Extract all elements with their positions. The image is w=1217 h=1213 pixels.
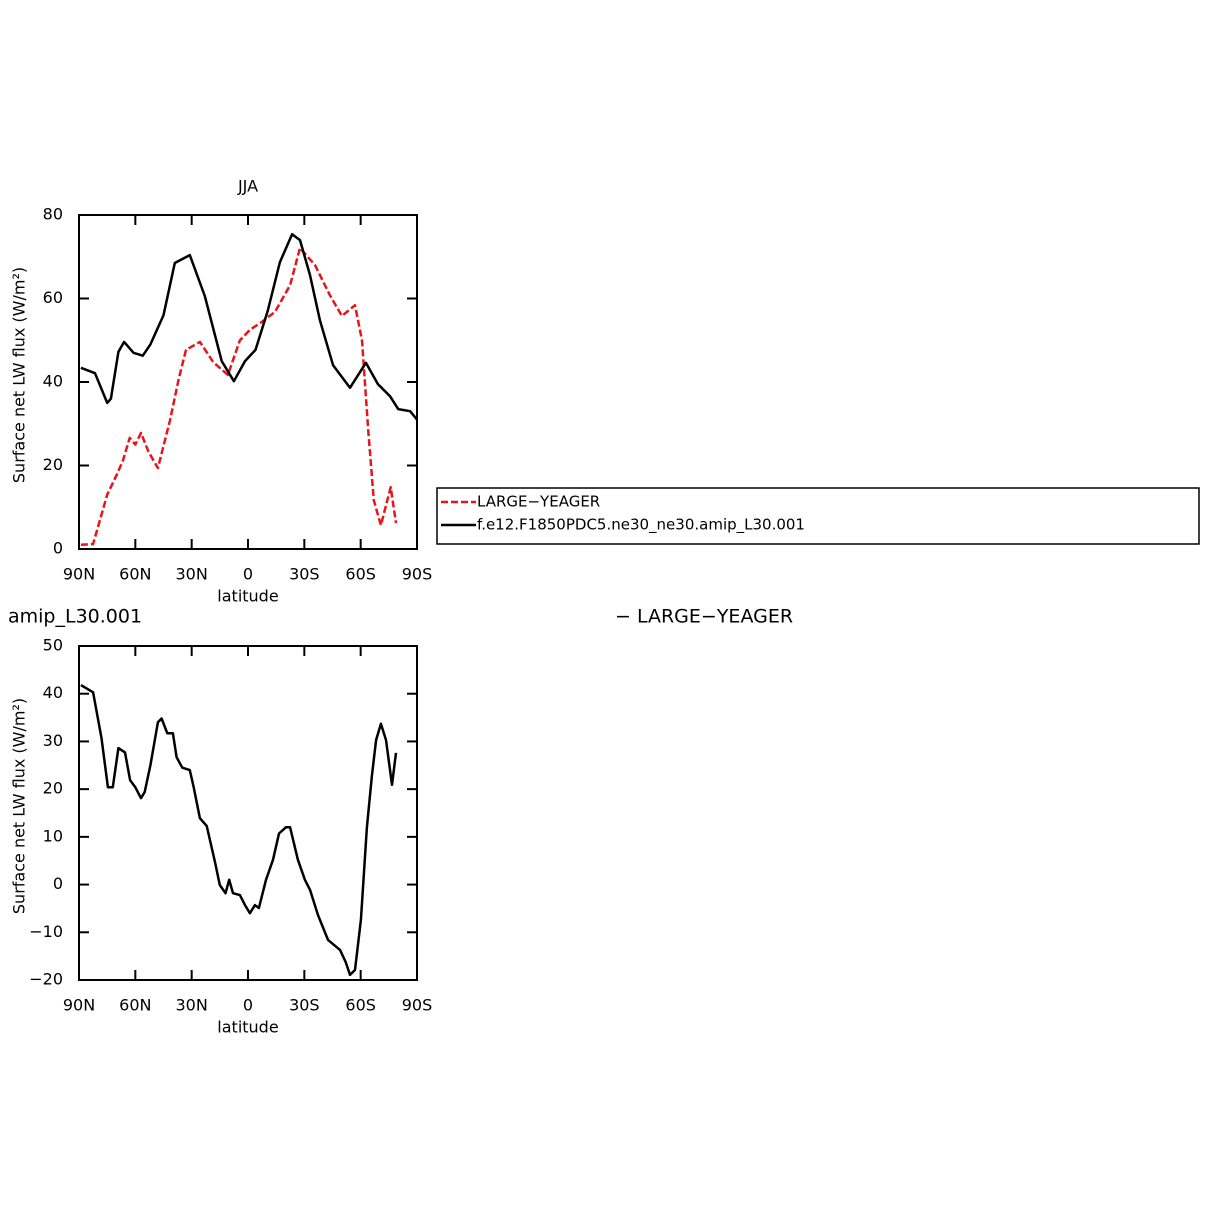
x-tick-label: 90N [63, 565, 95, 584]
plot-frame [78, 214, 418, 550]
y-axis-label: Surface net LW flux (W/m²) [10, 698, 29, 914]
x-tick-label: 90N [63, 996, 95, 1015]
x-tick-label: 30N [176, 565, 208, 584]
y-tick-label: 80 [43, 205, 63, 224]
x-tick-label: 0 [243, 996, 253, 1015]
y-tick-label: 60 [43, 288, 63, 307]
y-tick-label: 0 [53, 874, 63, 893]
x-tick-label: 90S [402, 996, 433, 1015]
plot-frame [78, 645, 418, 981]
left-title: amip_L30.001 [8, 606, 142, 628]
y-tick-label: 20 [43, 779, 63, 798]
x-tick-label: 0 [243, 565, 253, 584]
legend-box [436, 487, 1200, 545]
y-axis-label: Surface net LW flux (W/m²) [10, 267, 29, 483]
line-series [80, 232, 418, 421]
y-tick-label: 10 [43, 826, 63, 845]
y-tick-label: −10 [29, 922, 63, 941]
y-tick-label: 40 [43, 683, 63, 702]
x-tick-label: 60S [345, 996, 376, 1015]
line-series [80, 246, 398, 547]
x-tick-label: 90S [402, 565, 433, 584]
x-axis-label: latitude [217, 587, 278, 606]
x-tick-label: 60S [345, 565, 376, 584]
y-tick-label: −20 [29, 970, 63, 989]
x-tick-label: 30N [176, 996, 208, 1015]
legend-label: f.e12.F1850PDC5.ne30_ne30.amip_L30.001 [477, 516, 805, 535]
y-tick-label: 20 [43, 455, 63, 474]
chart-title: JJA [237, 177, 258, 196]
y-tick-label: 40 [43, 372, 63, 391]
x-tick-label: 60N [119, 996, 151, 1015]
y-tick-label: 0 [53, 539, 63, 558]
x-tick-label: 60N [119, 565, 151, 584]
x-tick-label: 30S [289, 996, 320, 1015]
right-title: − LARGE−YEAGER [615, 606, 793, 628]
legend-label: LARGE−YEAGER [477, 493, 600, 511]
y-tick-label: 30 [43, 731, 63, 750]
y-tick-label: 50 [43, 636, 63, 655]
x-tick-label: 30S [289, 565, 320, 584]
line-series [80, 684, 398, 977]
x-axis-label: latitude [217, 1018, 278, 1037]
